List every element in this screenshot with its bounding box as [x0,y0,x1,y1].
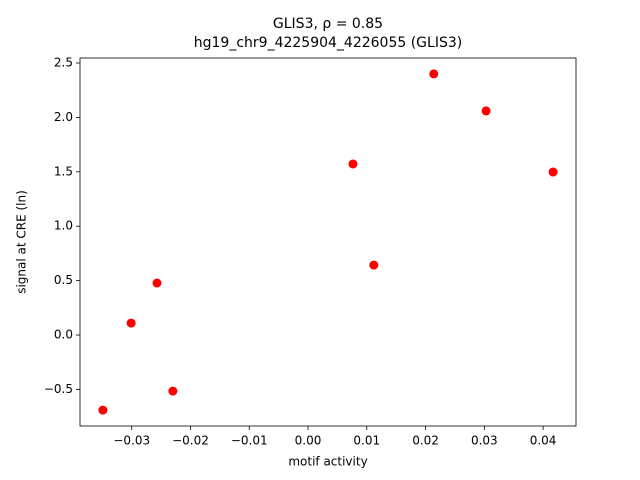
point [152,278,162,288]
point [348,159,358,169]
plot-frame [79,57,577,427]
x-tick-label: 0.03 [471,434,498,448]
y-tick-label: 1.0 [54,219,73,233]
x-tick-label: 0.01 [353,434,380,448]
point [481,106,491,116]
y-tick-label: 0.0 [54,328,73,342]
x-tick-label: 0.02 [412,434,439,448]
x-axis-label: motif activity [288,455,367,469]
point [126,318,136,328]
x-tick-label: −0.02 [172,434,209,448]
x-tick-label: −0.01 [231,434,268,448]
y-tick-label: −0.5 [44,382,73,396]
x-tick-label: −0.03 [113,434,150,448]
chart-subtitle: hg19_chr9_4225904_4226055 (GLIS3) [194,35,462,51]
x-tick-label: 0.00 [295,434,322,448]
y-tick-label: 2.0 [54,110,73,124]
point [98,405,108,415]
point [369,260,379,270]
y-tick-label: 0.5 [54,273,73,287]
point [548,167,558,177]
point [429,69,439,79]
x-tick-label: 0.04 [530,434,557,448]
chart-title: GLIS3, ρ = 0.85 [273,16,383,32]
y-axis-label: signal at CRE (ln) [15,190,29,294]
y-tick-label: 2.5 [54,56,73,70]
y-tick-label: 1.5 [54,164,73,178]
point [168,386,178,396]
